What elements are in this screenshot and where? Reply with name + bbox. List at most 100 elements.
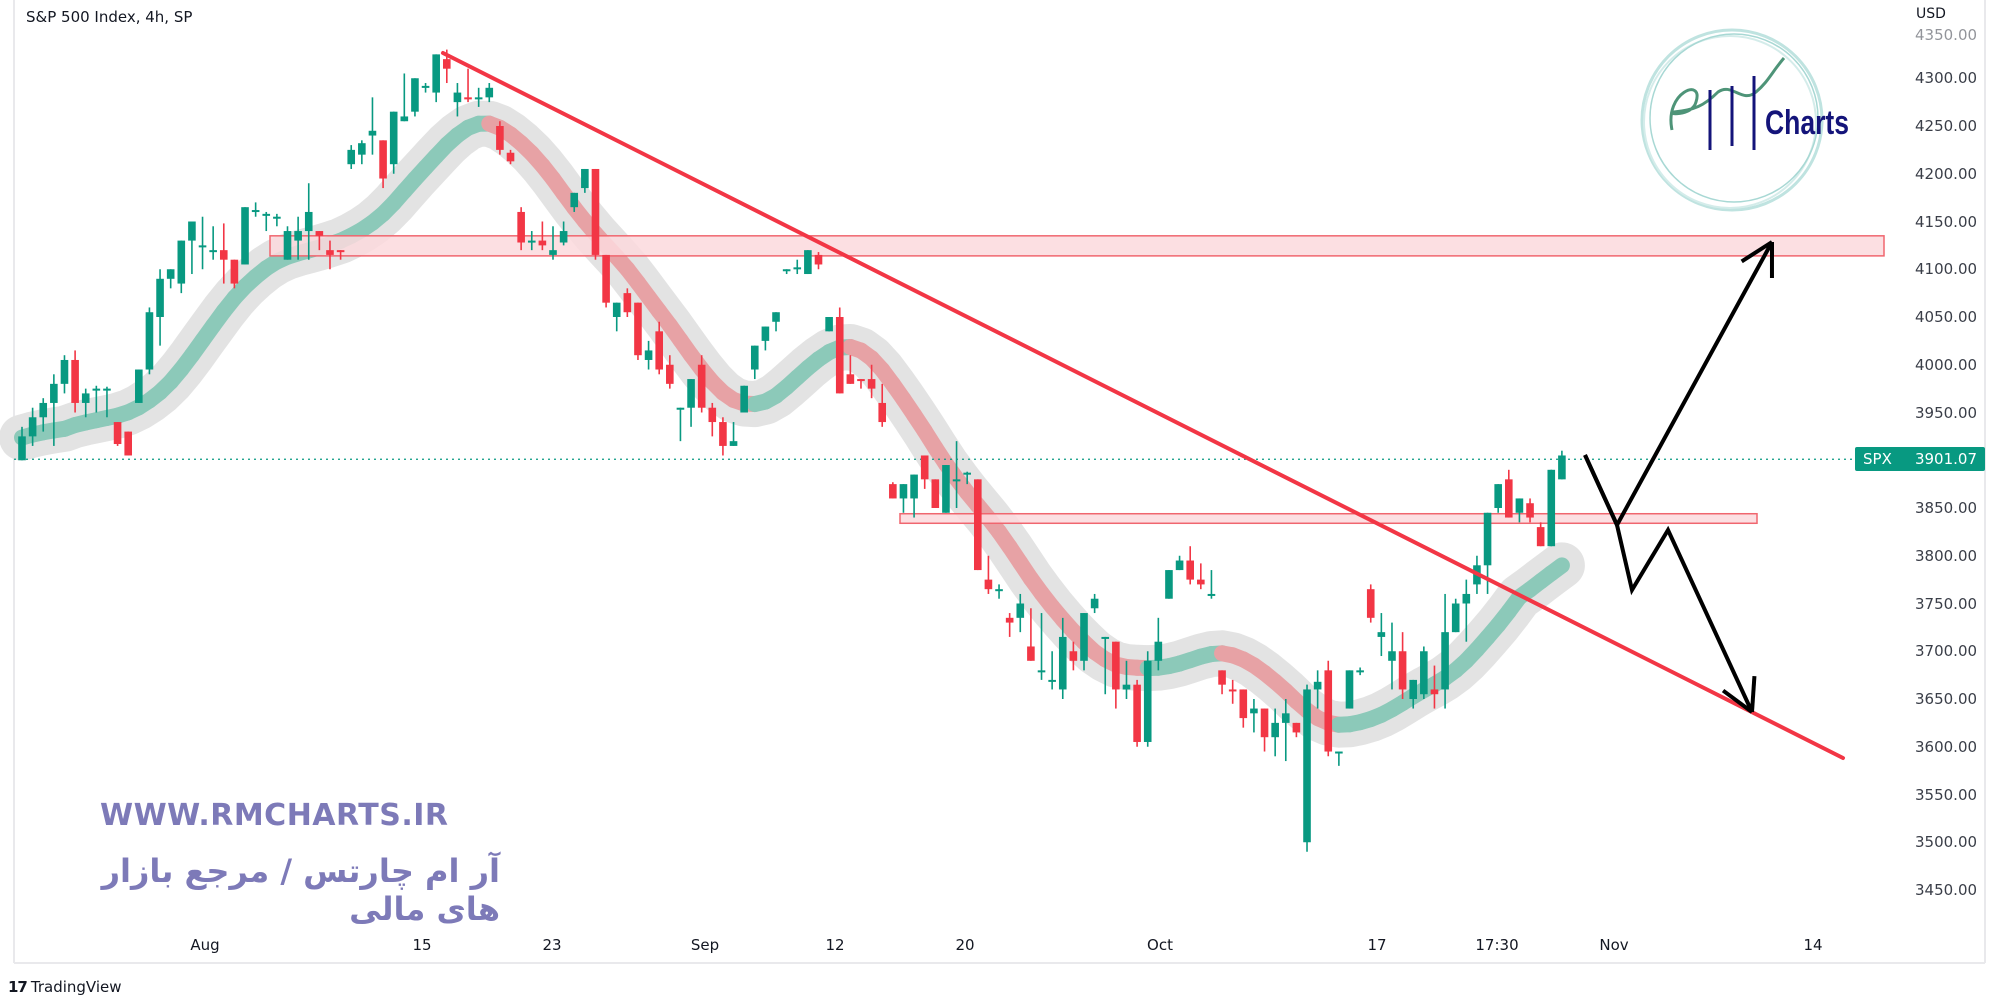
candle-up	[485, 87, 494, 98]
price-tick: 3600.00	[1915, 737, 1978, 756]
candle-up	[1335, 751, 1343, 754]
candle-up	[241, 207, 249, 265]
candle-up	[1090, 598, 1099, 609]
candle-down	[1027, 646, 1035, 661]
arrowhead-icon	[1740, 240, 1774, 264]
candle-down	[1505, 479, 1513, 518]
candle-up	[1356, 670, 1364, 673]
candle-up	[1377, 632, 1386, 637]
candle-up	[1154, 641, 1163, 661]
tradingview-label: TradingView	[30, 978, 122, 996]
candle-up	[750, 345, 759, 370]
candle-up	[103, 388, 111, 391]
candle-up	[1122, 684, 1131, 690]
candle-up	[729, 441, 738, 446]
candle-up	[804, 250, 812, 275]
candle-up	[1207, 593, 1216, 596]
candle-down	[379, 140, 387, 179]
tradingview-logo-icon: 17	[8, 978, 28, 996]
price-tick: 4000.00	[1915, 355, 1978, 374]
candle-down	[1112, 641, 1120, 690]
candle-down	[634, 302, 642, 356]
candle-down	[1186, 560, 1194, 580]
time-tick: Aug	[190, 936, 220, 954]
candle-up	[50, 383, 58, 403]
ribbon-segment	[1543, 557, 1570, 582]
candle-up	[294, 231, 302, 241]
candle-up	[1451, 603, 1460, 633]
price-tick: 3500.00	[1915, 833, 1978, 852]
candle-up	[1016, 603, 1025, 618]
candle-up	[389, 111, 398, 165]
candle-up	[177, 240, 186, 284]
candle-down	[71, 359, 79, 403]
candle-down	[1536, 527, 1545, 547]
candle-down	[443, 59, 451, 69]
price-tick: 3550.00	[1915, 785, 1978, 804]
candle-down	[655, 331, 663, 370]
price-tick: 3950.00	[1915, 403, 1978, 422]
candle-up	[942, 465, 950, 513]
candle-up	[421, 85, 430, 88]
candle-up	[612, 302, 621, 317]
price-tick: 4150.00	[1915, 212, 1978, 231]
candle-up	[1558, 455, 1566, 480]
resistance-zone[interactable]	[269, 235, 1885, 257]
candle-up	[18, 436, 26, 461]
arrowhead-icon	[1721, 688, 1754, 714]
candle-up	[432, 54, 440, 93]
candle-down	[538, 240, 547, 246]
support-zone[interactable]	[899, 512, 1758, 525]
time-tick: Oct	[1147, 936, 1173, 954]
candle-down	[591, 168, 600, 255]
candle-down	[867, 379, 876, 389]
candle-up	[347, 149, 356, 165]
candle-up	[1420, 651, 1428, 695]
descending-trendline[interactable]	[441, 51, 1845, 760]
candle-up	[1080, 613, 1088, 661]
tradingview-brand[interactable]: 17 TradingView	[8, 978, 122, 996]
price-tag-symbol: SPX	[1863, 450, 1892, 468]
candle-down	[1292, 722, 1301, 733]
candle-down	[857, 379, 865, 382]
candle-up	[209, 250, 217, 253]
candle-up	[782, 269, 791, 272]
candle-down	[315, 231, 324, 236]
candle-up	[411, 78, 419, 112]
candle-down	[846, 374, 855, 384]
price-tick: 4050.00	[1915, 308, 1978, 326]
candle-up	[1547, 469, 1556, 547]
candle-up	[570, 192, 579, 208]
price-tick: 4300.00	[1915, 69, 1978, 88]
bearish-scenario-arrow[interactable]	[1583, 454, 1754, 713]
candle-up	[1313, 681, 1322, 690]
candle-up	[740, 385, 748, 413]
candle-up	[92, 388, 101, 391]
support-resistance-zones[interactable]	[269, 235, 1885, 525]
candle-up	[676, 407, 685, 410]
candle-down	[1398, 651, 1407, 690]
chart-area[interactable]	[14, 0, 1985, 963]
candle-up	[687, 379, 695, 408]
candle-down	[124, 431, 132, 456]
time-tick: 20	[955, 936, 975, 954]
candle-down	[889, 484, 897, 499]
price-tick: 3750.00	[1915, 594, 1978, 613]
watermark-url: WWW.RMCHARTS.IR	[100, 798, 449, 833]
currency-label: USD	[1916, 6, 1946, 22]
time-tick: 17	[1367, 936, 1387, 954]
candle-up	[1058, 636, 1067, 690]
symbol-title[interactable]: S&P 500 Index, 4h, SP	[26, 8, 193, 26]
last-price-tag: SPX 3901.07	[1855, 447, 1985, 471]
candle-up	[39, 402, 48, 418]
candle-up	[772, 312, 780, 322]
candle-down	[974, 479, 982, 571]
scenario-arrows[interactable]	[1583, 240, 1774, 714]
candle-down	[1069, 651, 1078, 661]
candle-up	[400, 116, 409, 122]
candle-up	[1345, 670, 1354, 709]
candle-down	[506, 152, 515, 162]
candle-down	[1260, 708, 1269, 738]
logo-text: Charts	[1765, 104, 1850, 142]
